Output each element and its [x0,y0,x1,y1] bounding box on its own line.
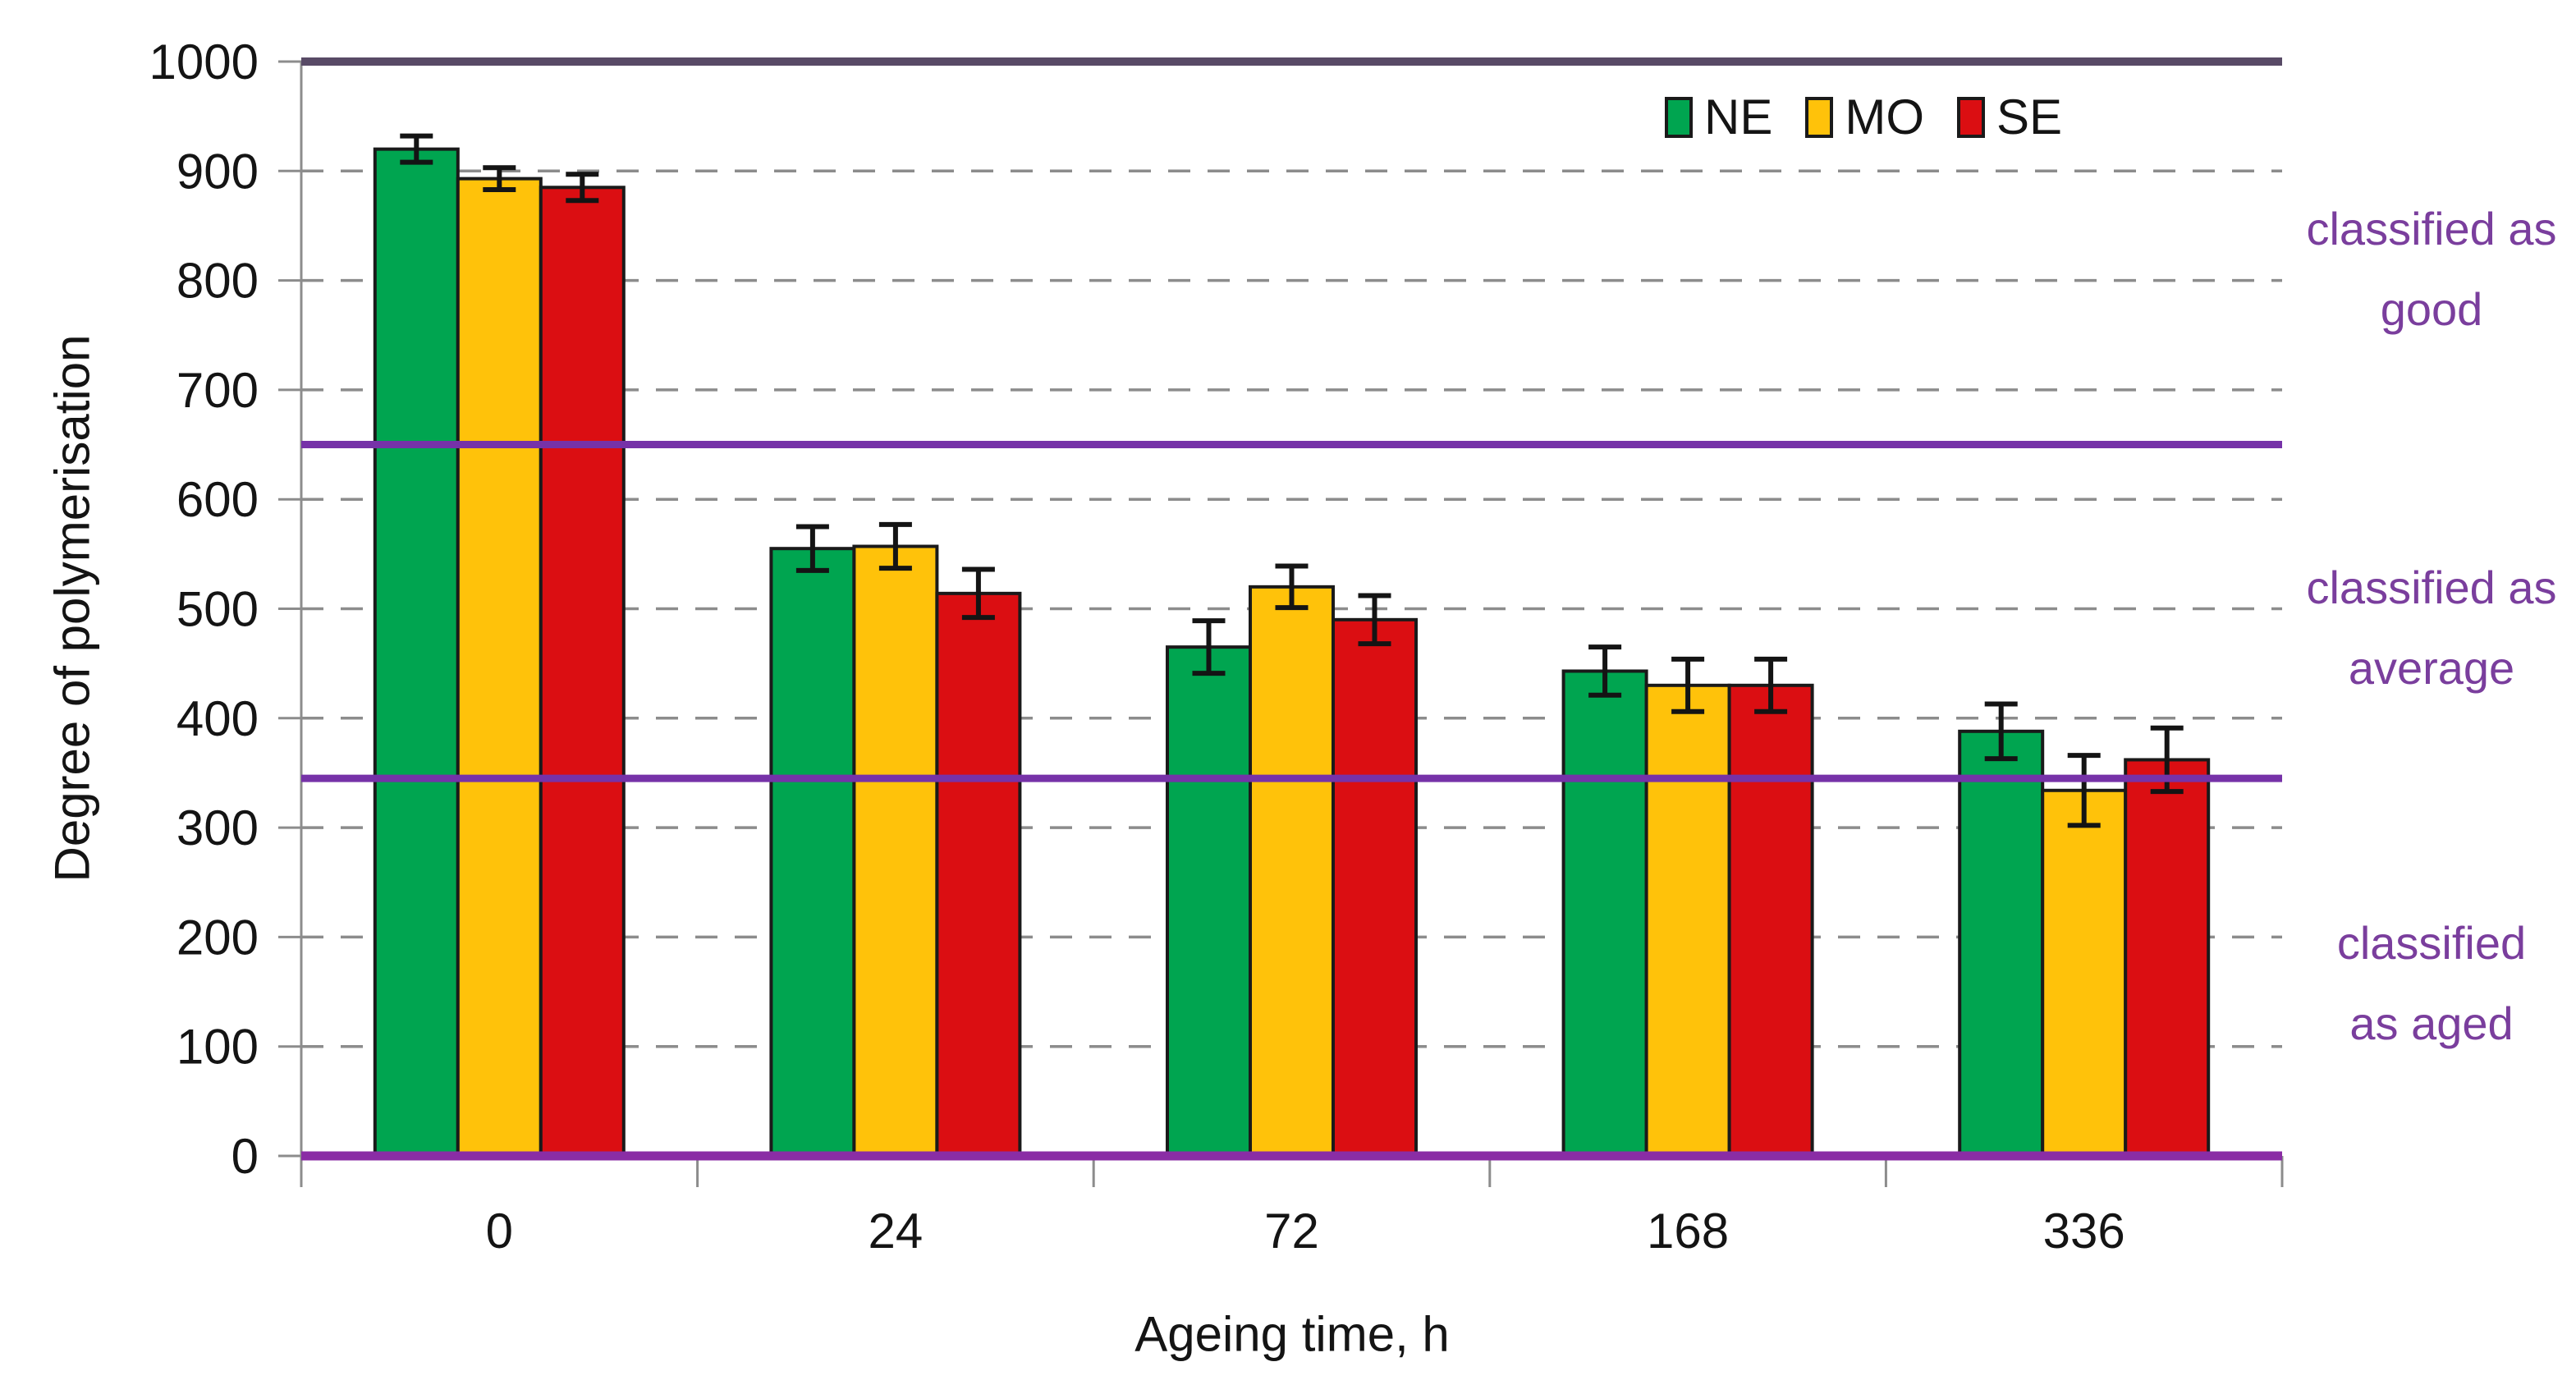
legend-key-SE [1957,96,1986,138]
legend-label: SE [1996,89,2063,144]
x-tick-label: 168 [1647,1204,1729,1259]
zone-note-line: average [2348,641,2515,694]
legend-item-NE: NE [1665,89,1772,145]
legend-key-MO [1805,96,1834,138]
x-tick-label: 336 [2043,1204,2125,1259]
bar-SE-168 [1727,683,1814,1158]
zone-note-line: classified as [2306,561,2557,613]
bar-NE-24 [769,547,856,1158]
legend-item-SE: SE [1957,89,2062,145]
y-tick-label: 0 [231,1129,259,1184]
bar-MO-336 [2041,788,2128,1158]
bar-MO-168 [1644,683,1731,1158]
y-tick-label: 800 [176,254,259,309]
x-axis-title: Ageing time, h [1134,1306,1450,1362]
y-tick-label: 400 [176,691,259,746]
bar-MO-72 [1249,585,1335,1158]
zone-note-as-aged: classified as aged [2287,903,2576,1064]
y-axis-title: Degree of polymerisation [44,334,100,883]
y-tick-label: 500 [176,582,259,637]
x-tick-label: 24 [869,1204,924,1259]
zone-note-line: good [2380,283,2483,336]
y-tick-label: 600 [176,472,259,527]
bar-SE-72 [1332,617,1418,1158]
bar-SE-0 [539,186,626,1158]
zone-note-line: as aged [2349,997,2514,1050]
y-tick-label: 1000 [149,34,259,89]
bar-NE-0 [373,147,460,1158]
bar-SE-24 [935,591,1022,1158]
x-tick-label: 0 [486,1204,513,1259]
y-tick-label: 100 [176,1020,259,1075]
x-tick-label: 72 [1264,1204,1319,1259]
y-tick-label: 200 [176,910,259,965]
bar-NE-72 [1166,645,1252,1158]
legend-label: NE [1704,89,1773,144]
zone-note-good: classified as good [2287,189,2576,350]
legend-label: MO [1845,89,1925,144]
legend-key-NE [1665,96,1693,138]
zone-note-average: classified as average [2287,548,2576,708]
zone-note-line: classified as [2306,203,2557,255]
legend-item-MO: MO [1805,89,1924,145]
bar-SE-336 [2124,758,2211,1158]
legend: NE MO SE [1665,89,2062,145]
y-tick-label: 300 [176,800,259,855]
bar-MO-0 [456,177,543,1158]
y-tick-label: 900 [176,144,259,199]
y-tick-label: 700 [176,363,259,418]
bar-NE-336 [1958,729,2045,1158]
bar-MO-24 [852,544,939,1158]
zone-note-line: classified [2336,917,2527,970]
bar-NE-168 [1561,669,1648,1158]
